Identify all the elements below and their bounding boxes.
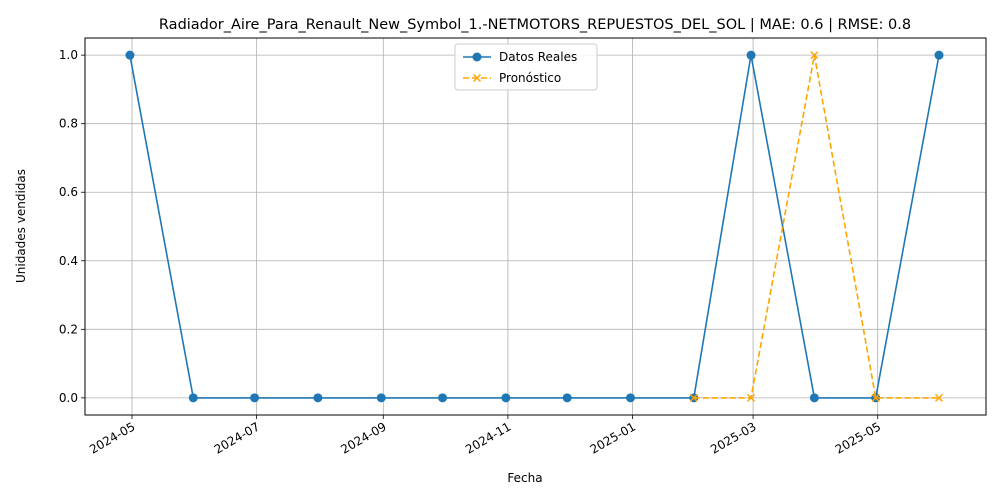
- legend-marker: [472, 73, 482, 83]
- legend-label: Datos Reales: [499, 50, 577, 64]
- y-axis: 0.0 0.2 0.4 0.6 0.8 1.0: [59, 48, 85, 405]
- legend: Datos Reales Pronóstico: [454, 43, 598, 91]
- data-point: [809, 393, 819, 403]
- legend-marker: [472, 52, 482, 62]
- y-tick-label: 0.4: [59, 254, 78, 268]
- data-point: [871, 393, 880, 402]
- data-point: [562, 393, 572, 403]
- data-point: [438, 393, 448, 403]
- data-point: [689, 393, 698, 402]
- y-tick-label: 0.0: [59, 391, 78, 405]
- data-point: [250, 393, 260, 403]
- series-layer: [125, 50, 944, 403]
- data-point: [501, 393, 511, 403]
- y-tick-label: 1.0: [59, 48, 78, 62]
- legend-label: Pronóstico: [499, 71, 561, 85]
- series-line: [129, 54, 940, 399]
- data-point: [934, 393, 944, 402]
- legend-entry: Pronóstico: [463, 71, 561, 85]
- y-tick-label: 0.2: [59, 322, 78, 336]
- y-tick-label: 0.6: [59, 185, 78, 199]
- data-point: [747, 393, 756, 402]
- y-axis-title: Unidades vendidas: [14, 169, 28, 283]
- data-point: [376, 393, 386, 403]
- chart-title: Radiador_Aire_Para_Renault_New_Symbol_1.…: [159, 17, 911, 33]
- data-point: [188, 393, 198, 403]
- series-2: [689, 51, 944, 402]
- data-point: [125, 50, 135, 60]
- data-point: [746, 50, 756, 60]
- data-point: [934, 50, 944, 60]
- x-axis-title: Fecha: [507, 471, 542, 485]
- data-point: [626, 393, 636, 403]
- plot-frame: [84, 37, 987, 416]
- data-point: [810, 51, 819, 60]
- y-tick-label: 0.8: [59, 117, 78, 131]
- data-point: [313, 393, 323, 403]
- legend-entry: Datos Reales: [463, 50, 577, 64]
